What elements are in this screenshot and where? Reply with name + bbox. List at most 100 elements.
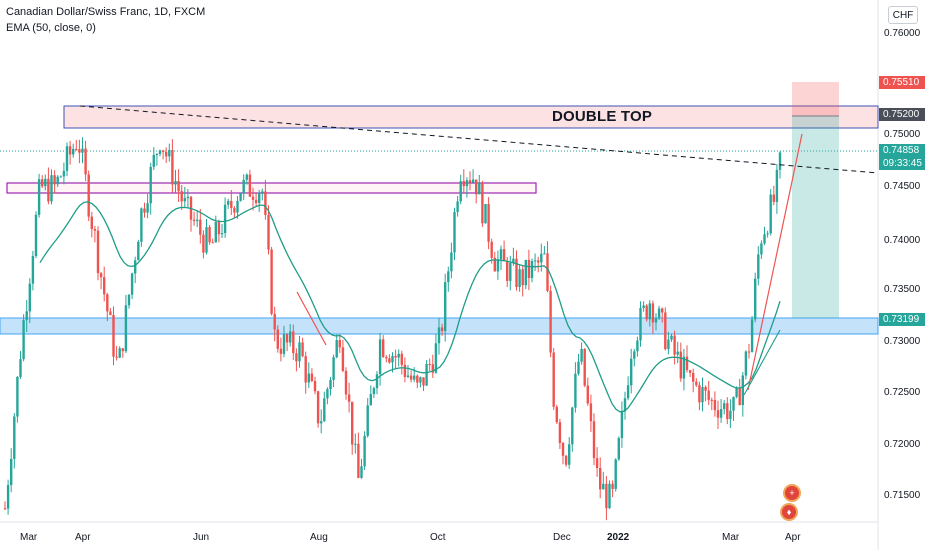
candle-body (549, 290, 552, 353)
candle-body (447, 271, 450, 283)
time-axis-label: Mar (20, 532, 38, 543)
candle-body (561, 443, 565, 456)
candle-body (716, 410, 720, 418)
time-axis-label: Jun (193, 532, 210, 543)
candle-body (688, 370, 692, 373)
candle-body (6, 485, 10, 509)
candle-body (81, 148, 84, 153)
candle-body (239, 193, 242, 201)
stop-loss-area (792, 82, 839, 116)
symbol-title[interactable]: Canadian Dollar/Swiss Franc, 1D, FXCM (6, 6, 206, 18)
candle-body (738, 388, 741, 406)
candle-body (493, 257, 496, 272)
candle-body (50, 175, 53, 202)
ema-line (39, 201, 781, 413)
candle-body (84, 148, 87, 175)
candle-body (692, 372, 695, 382)
candle-body (347, 394, 351, 402)
candle-body (127, 294, 131, 306)
candle-body (468, 180, 472, 183)
candle-body (112, 314, 115, 357)
candle-body (357, 443, 360, 478)
candle-body (270, 249, 273, 314)
descending-trendline (79, 105, 879, 174)
candle-body (611, 483, 614, 489)
candle-body (664, 312, 667, 350)
candle-body (608, 483, 611, 509)
time-axis-label: Dec (553, 532, 571, 543)
candle-body (329, 379, 332, 390)
candle-body (341, 347, 345, 371)
candle-body (378, 339, 382, 375)
price-axis-label: 0.72500 (884, 387, 921, 398)
candle-body (757, 254, 760, 279)
last-price-tag: 0.74858 (879, 144, 925, 157)
candle-body (90, 216, 93, 230)
candle-body (679, 351, 682, 379)
entry-price-tag: 0.75200 (879, 108, 925, 121)
candle-body (586, 385, 589, 404)
candle-body (406, 375, 410, 377)
candle-body (543, 253, 546, 255)
canada-flag-icon[interactable]: ♦ (780, 503, 798, 521)
time-axis-label: Oct (430, 532, 446, 543)
candle-body (695, 381, 698, 386)
price-axis-label: 0.71500 (884, 490, 921, 501)
candle-body (592, 421, 596, 459)
candle-body (146, 203, 149, 213)
candle-body (292, 331, 295, 354)
candle-body (196, 219, 199, 222)
candle-body (261, 191, 264, 193)
currency-button[interactable]: CHF (888, 6, 918, 24)
candle-body (338, 340, 341, 348)
candle-body (645, 305, 648, 320)
candle-body (409, 375, 413, 380)
time-axis-label: 2022 (607, 532, 630, 543)
candle-body (124, 305, 128, 352)
candle-body (750, 319, 754, 352)
double-top-label[interactable]: DOUBLE TOP (552, 108, 653, 125)
price-axis-label: 0.75000 (884, 129, 921, 140)
candle-body (279, 348, 283, 354)
candle-body (465, 180, 469, 187)
candle-body (524, 259, 527, 286)
candle-body (351, 401, 354, 445)
candle-body (227, 200, 230, 205)
candle-body (192, 219, 196, 222)
candle-body (710, 399, 713, 401)
swiss-flag-icon[interactable]: + (783, 484, 801, 502)
candle-body (496, 259, 500, 272)
candle-body (360, 466, 363, 478)
candle-body (741, 375, 744, 406)
candle-body (475, 179, 478, 195)
candle-body (223, 204, 227, 234)
candle-body (140, 208, 143, 242)
candle-body (484, 203, 487, 224)
candle-body (502, 249, 506, 261)
candle-body (416, 375, 419, 383)
candle-body (642, 305, 645, 309)
candle-body (518, 269, 521, 287)
candle-body (654, 318, 658, 323)
candle-body (332, 357, 335, 380)
candle-body (732, 396, 735, 411)
candle-body (713, 399, 717, 411)
candle-body (168, 150, 171, 157)
candle-body (276, 329, 279, 349)
candle-body (93, 229, 97, 231)
candle-body (403, 364, 407, 377)
candle-body (744, 351, 748, 376)
candle-body (419, 377, 422, 383)
candle-body (372, 388, 376, 395)
candle-body (65, 146, 69, 171)
candle-body (766, 233, 769, 235)
ema-indicator-label[interactable]: EMA (50, close, 0) (6, 22, 96, 34)
candle-body (459, 181, 462, 202)
candle-body (580, 348, 583, 362)
candle-body (685, 356, 689, 371)
candle-body (326, 389, 329, 399)
candle-body (205, 227, 208, 253)
candle-body (630, 358, 633, 386)
candle-body (245, 174, 248, 180)
